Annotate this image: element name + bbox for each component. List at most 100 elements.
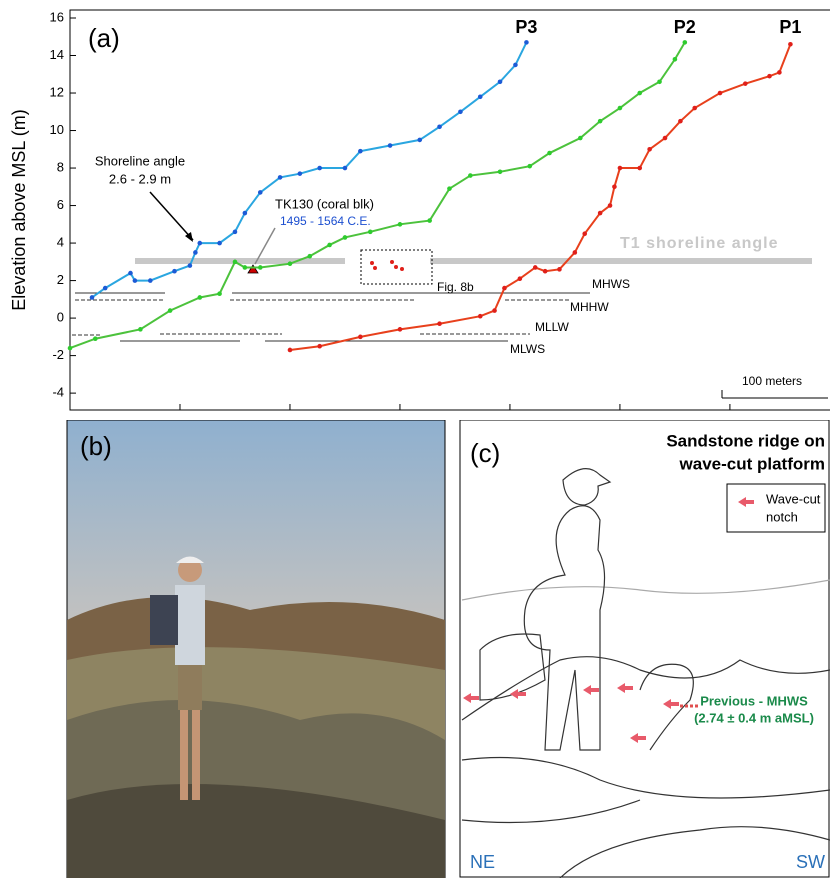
annotation: 1495 - 1564 C.E. <box>280 214 371 228</box>
profile-point <box>637 165 643 171</box>
annotation: Shoreline angle <box>95 153 185 168</box>
profile-point <box>612 184 617 190</box>
profile-point <box>317 343 322 349</box>
sketch-title: wave-cut platform <box>679 454 825 473</box>
profile-line <box>91 41 528 299</box>
plot-frame <box>69 9 830 411</box>
y-tick-label: 16 <box>50 9 64 24</box>
y-axis-label: Elevation above MSL (m) <box>9 109 29 310</box>
profile-point <box>232 229 238 235</box>
profile-point <box>197 240 203 246</box>
tidal-lines <box>72 292 590 342</box>
profile-point <box>277 175 283 180</box>
profile-point <box>102 285 108 291</box>
profile-point <box>417 137 423 143</box>
profile-point <box>547 150 552 156</box>
profile-point <box>437 124 442 130</box>
sketch <box>461 468 830 878</box>
profile-point <box>297 171 303 176</box>
profile-line <box>69 41 686 350</box>
profile-point <box>257 190 263 195</box>
notch-arrows <box>463 683 679 743</box>
profile-point <box>717 90 723 96</box>
profile-point <box>342 235 348 240</box>
annotation: 2.6 - 2.9 m <box>109 171 171 186</box>
profile-point <box>517 276 523 282</box>
panel-a: (a) Elevation above MSL (m) T1 shoreline… <box>9 9 830 411</box>
profile-point <box>92 336 98 342</box>
series-label: P1 <box>779 17 801 37</box>
sample-marker <box>247 264 259 274</box>
profile-point <box>657 79 662 85</box>
profile-point <box>497 79 503 85</box>
profile-point <box>513 62 518 68</box>
profile-point <box>138 327 143 332</box>
profile-point <box>427 218 432 223</box>
y-tick-label: 6 <box>57 197 64 212</box>
series-label: P3 <box>515 17 537 37</box>
y-tick-label: 4 <box>57 235 64 250</box>
profile-point <box>458 109 463 115</box>
profile-point <box>572 250 578 255</box>
arrow <box>149 191 194 241</box>
profile-point <box>367 229 373 235</box>
profile-point <box>492 308 497 313</box>
profile-point <box>447 186 452 191</box>
profile-point <box>582 231 588 236</box>
profile-point <box>89 295 95 300</box>
profile-point <box>678 118 683 124</box>
y-tick-label: 10 <box>50 122 64 137</box>
y-tick-label: 2 <box>57 272 64 287</box>
profile-point <box>327 242 332 248</box>
profile-line <box>289 43 792 351</box>
legend-symbol <box>738 497 754 507</box>
profile-point <box>197 295 203 300</box>
profile-point <box>187 263 193 268</box>
profile-point <box>217 240 222 246</box>
y-tick-label: 0 <box>57 310 64 325</box>
profile-point <box>477 313 483 319</box>
profile-point <box>397 222 403 227</box>
profile-point <box>767 73 772 79</box>
annotation: 100 meters <box>742 374 802 388</box>
profile-point <box>242 210 248 216</box>
series-label: P2 <box>674 17 696 37</box>
y-tick-label: -4 <box>52 385 64 400</box>
profile-point <box>397 327 403 332</box>
profile-point <box>637 90 643 96</box>
profile-point <box>358 148 363 154</box>
annotation: TK130 (coral blk) <box>275 196 374 211</box>
y-tick-label: 14 <box>50 47 64 62</box>
profile-point <box>232 259 238 265</box>
annotation: MLLW <box>535 320 569 334</box>
profile-point <box>692 105 698 111</box>
profile-point <box>607 203 613 208</box>
panel-label: (c) <box>470 438 500 468</box>
annotation: MHHW <box>570 300 609 314</box>
arrowhead <box>185 232 193 242</box>
panel-label: (a) <box>88 23 120 53</box>
profile-point <box>193 250 198 255</box>
profile-point <box>132 278 138 283</box>
profile-point <box>307 253 313 259</box>
profile-point <box>597 118 603 124</box>
profile-point <box>662 135 668 141</box>
profile-point <box>358 334 363 340</box>
panel-label: (b) <box>80 431 112 461</box>
direction: SW <box>796 852 825 872</box>
y-tick-label: 12 <box>50 84 64 99</box>
legend-text: notch <box>766 509 798 524</box>
sketch-note: Previous - MHWS <box>700 693 808 708</box>
photo <box>66 420 446 878</box>
profile-point <box>317 165 322 171</box>
annotation: MLWS <box>510 342 545 356</box>
profile-point <box>477 94 483 100</box>
profile-point <box>617 105 623 111</box>
profile-point <box>527 163 533 169</box>
profile-point <box>468 173 473 178</box>
profile-point <box>532 265 538 270</box>
profile-point <box>502 285 507 291</box>
profile-point <box>647 146 652 152</box>
profile-point <box>682 40 688 45</box>
profile-point <box>342 165 348 171</box>
